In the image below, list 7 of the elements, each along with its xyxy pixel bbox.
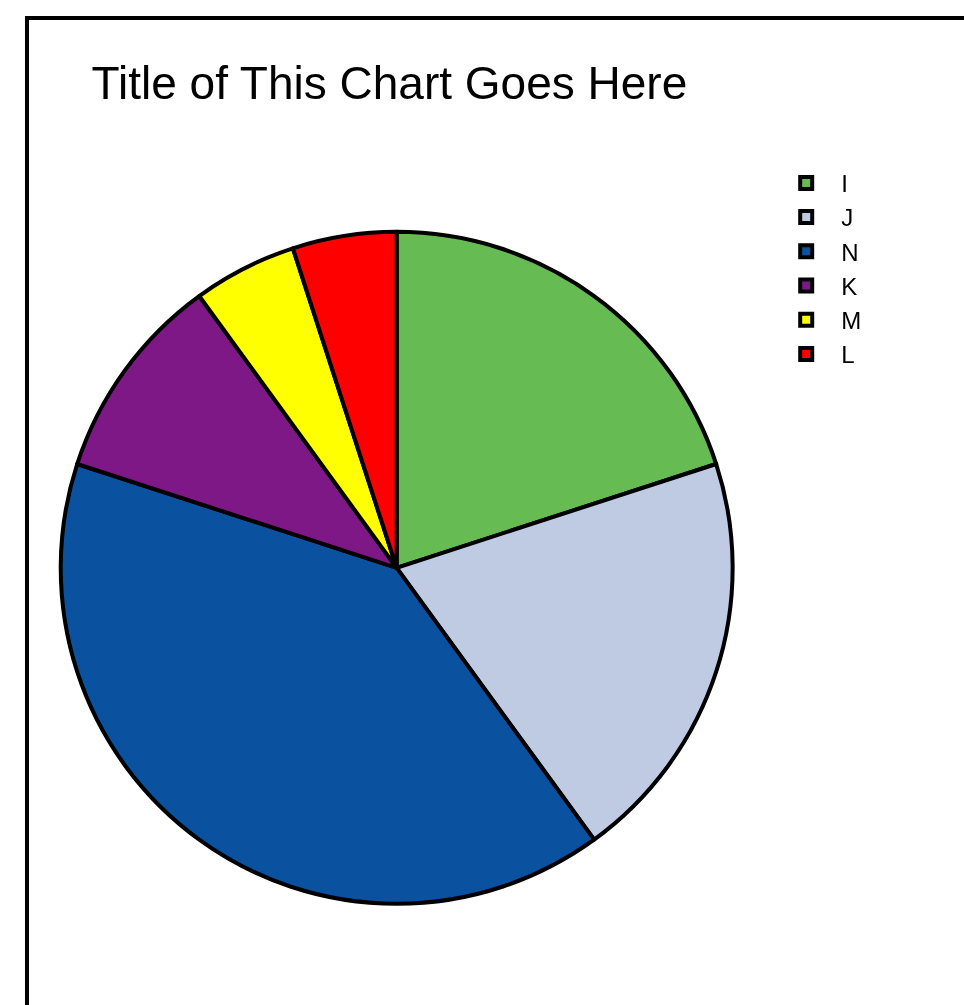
legend-label: J [841, 204, 854, 232]
chart-title: Title of This Chart Goes Here [91, 56, 688, 109]
legend-label: N [841, 238, 859, 266]
legend-label: L [841, 341, 855, 369]
legend-label: I [841, 170, 848, 198]
legend-label: K [841, 272, 858, 300]
legend-label: M [841, 307, 862, 335]
